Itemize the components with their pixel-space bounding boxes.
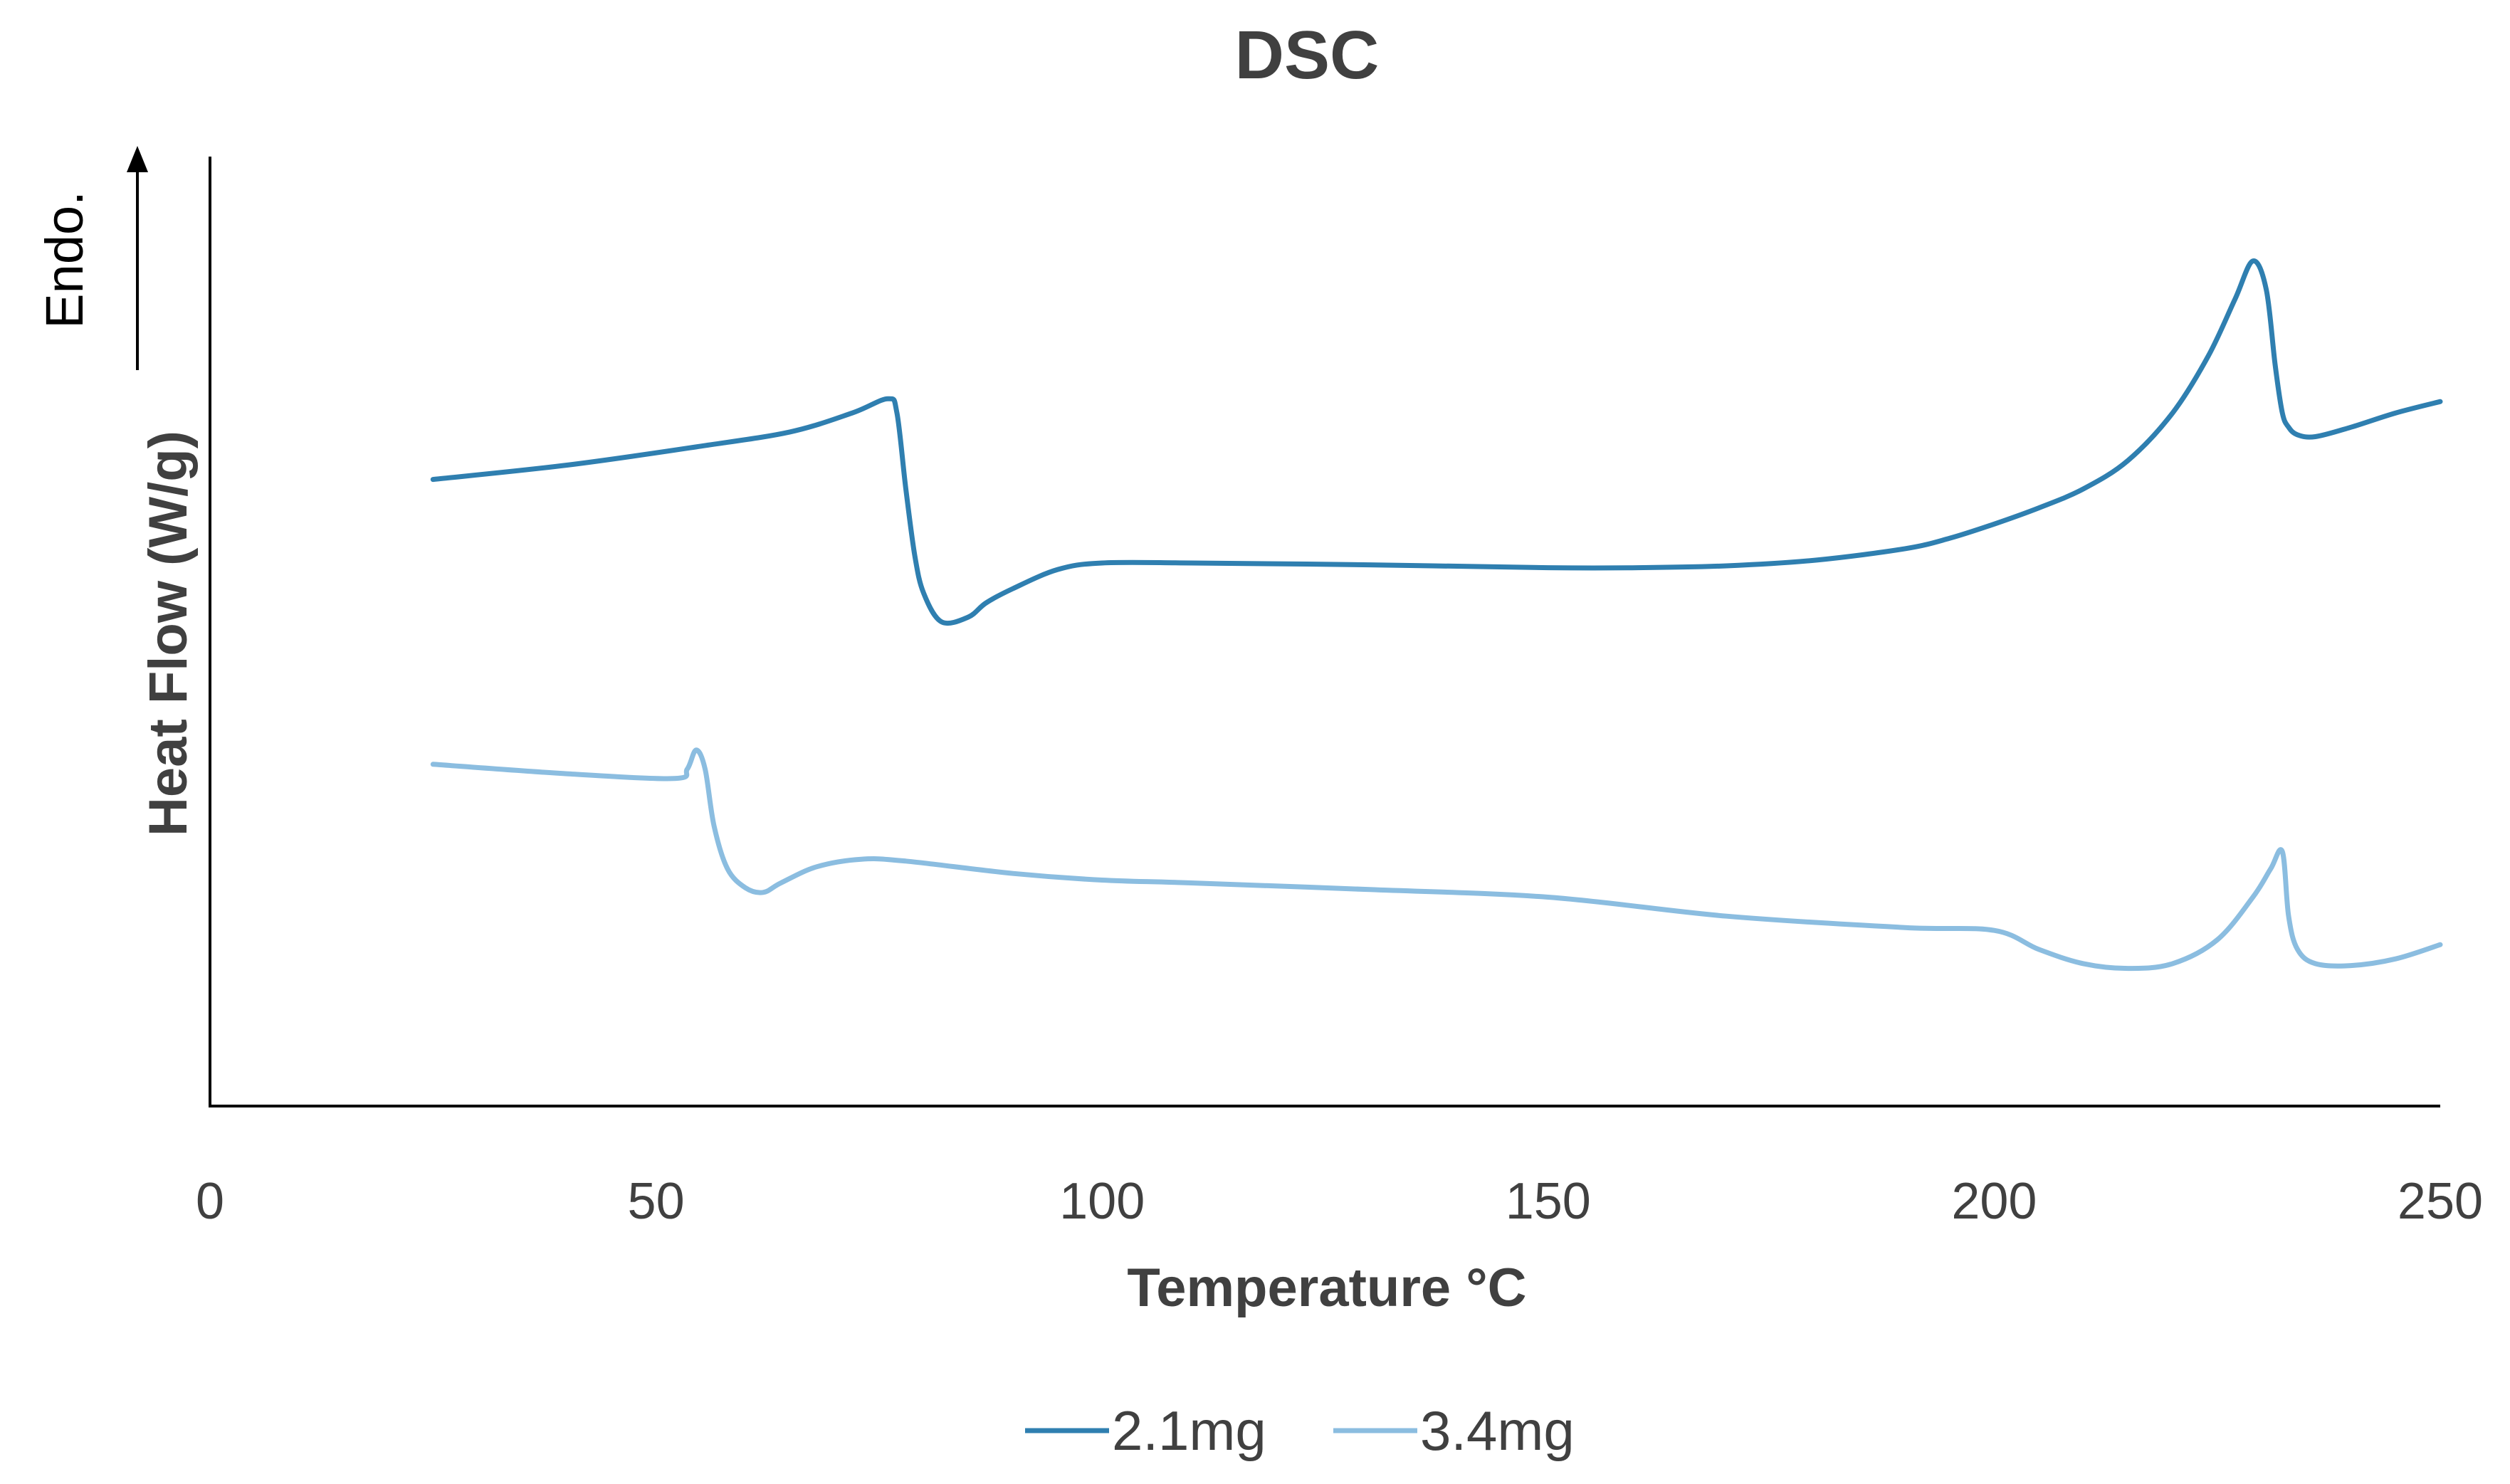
series-line-2.1mg: [430, 258, 2443, 626]
endo-label: Endo.: [35, 191, 94, 328]
legend-label: 2.1mg: [1112, 1399, 1266, 1462]
x-tick-label: 200: [1951, 1173, 2037, 1230]
legend-label: 3.4mg: [1420, 1399, 1575, 1462]
x-tick-label: 100: [1059, 1173, 1145, 1230]
series-lines: [430, 258, 2443, 972]
x-tick-label: 50: [628, 1173, 685, 1230]
chart-title: DSC: [1235, 17, 1380, 93]
endo-arrow-head: [127, 146, 148, 172]
x-tick-label: 150: [1506, 1173, 1591, 1230]
legend: 2.1mg 3.4mg: [1025, 1399, 1575, 1462]
series-line-3.4mg: [430, 747, 2443, 972]
x-tick-label: 250: [2398, 1173, 2483, 1230]
x-axis-label: Temperature °C: [1127, 1258, 1526, 1318]
y-axis-label: Heat Flow (W/g): [138, 431, 199, 836]
x-tick-label: 0: [196, 1173, 224, 1230]
x-tick-labels: 0 50 100 150 200 250: [196, 1173, 2483, 1230]
